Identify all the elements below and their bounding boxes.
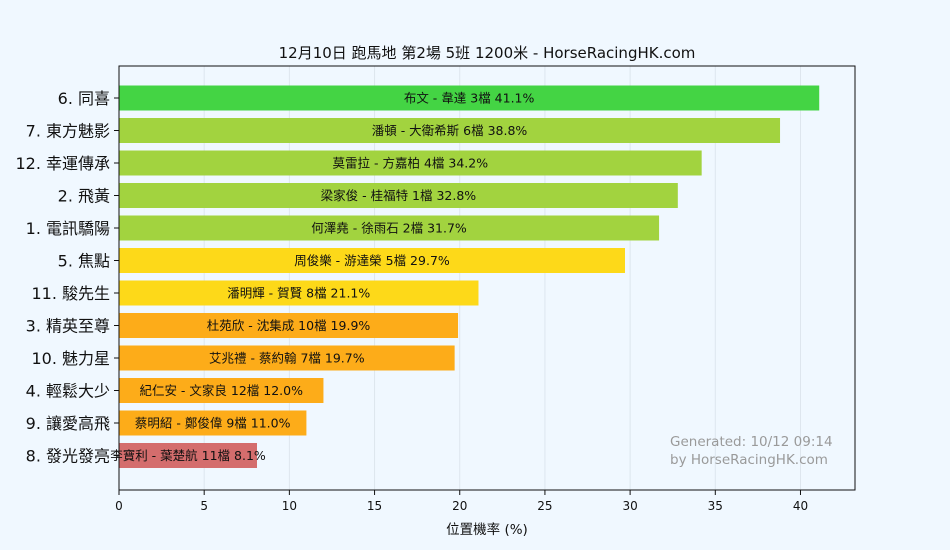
x-axis-ticks: 0 5 10 15 20 25 30 35 40 xyxy=(115,490,808,513)
category-label: 7. 東方魅影 xyxy=(26,122,110,141)
category-label: 4. 輕鬆大少 xyxy=(26,382,110,401)
bar xyxy=(119,150,702,176)
bar-data-label: 何澤堯 - 徐雨石 2檔 31.7% xyxy=(311,221,467,236)
bar xyxy=(119,410,307,436)
bar-data-label: 紀仁安 - 文家良 12檔 12.0% xyxy=(139,383,303,398)
bar-data-label: 布文 - 韋達 3檔 41.1% xyxy=(404,91,535,106)
bar xyxy=(119,345,455,371)
bar xyxy=(119,85,820,111)
watermark-generated: Generated: 10/12 09:14 xyxy=(670,434,833,450)
category-label: 1. 電訊驕陽 xyxy=(26,219,110,238)
bar-data-label: 杜苑欣 - 沈集成 10檔 19.9% xyxy=(207,318,371,333)
x-axis-label: 位置機率 (%) xyxy=(446,521,528,538)
category-label: 8. 發光發亮 xyxy=(26,447,110,466)
watermark-site: by HorseRacingHK.com xyxy=(670,452,828,468)
category-label: 5. 焦點 xyxy=(58,252,110,271)
bar-data-label: 李寶利 - 葉楚航 11檔 8.1% xyxy=(110,448,266,463)
bar-data-label: 莫雷拉 - 方嘉柏 4檔 34.2% xyxy=(333,156,489,171)
category-label: 3. 精英至尊 xyxy=(26,317,110,336)
bar xyxy=(119,280,479,306)
category-label: 11. 駿先生 xyxy=(31,284,110,303)
category-labels: 6. 同喜 7. 東方魅影 12. 幸運傳承 2. 飛黃 1. 電訊驕陽 5. 焦點 11.… xyxy=(15,89,119,466)
category-label: 6. 同喜 xyxy=(58,89,110,108)
category-label: 10. 魅力星 xyxy=(31,349,110,368)
x-tick-label: 30 xyxy=(622,499,637,513)
category-label: 12. 幸運傳承 xyxy=(15,154,110,173)
bar xyxy=(119,443,257,468)
bar xyxy=(119,215,660,241)
x-tick-label: 20 xyxy=(452,499,467,513)
bar-data-label: 潘明輝 - 賀賢 8檔 21.1% xyxy=(227,286,370,301)
x-tick-label: 5 xyxy=(200,499,208,513)
x-tick-label: 15 xyxy=(367,499,382,513)
plot-frame xyxy=(118,65,856,491)
bar-data-label: 梁家俊 - 桂福特 1檔 32.8% xyxy=(321,188,477,203)
bar-data-label: 蔡明紹 - 鄭俊偉 9檔 11.0% xyxy=(135,416,291,431)
x-tick-label: 35 xyxy=(708,499,723,513)
bar xyxy=(119,378,324,403)
x-tick-label: 40 xyxy=(793,499,808,513)
x-tick-label: 25 xyxy=(537,499,552,513)
bar xyxy=(119,118,781,143)
category-label: 9. 讓愛高飛 xyxy=(26,414,110,433)
category-label: 2. 飛黃 xyxy=(58,187,110,206)
bar xyxy=(119,183,678,208)
bar-data-label: 周俊樂 - 游達榮 5檔 29.7% xyxy=(294,253,450,268)
bar-data-label: 潘頓 - 大衛希斯 6檔 38.8% xyxy=(372,123,528,138)
x-tick-label: 0 xyxy=(115,499,123,513)
bar xyxy=(119,313,459,338)
bar xyxy=(119,248,625,273)
bar-data-label: 艾兆禮 - 蔡約翰 7檔 19.7% xyxy=(209,351,365,366)
bars xyxy=(119,85,820,468)
x-tick-label: 10 xyxy=(282,499,297,513)
chart-title: 12月10日 跑馬地 第2場 5班 1200米 - HorseRacingHK.… xyxy=(279,44,696,62)
bar-labels: 布文 - 韋達 3檔 41.1% 潘頓 - 大衛希斯 6檔 38.8% 莫雷拉 - … xyxy=(110,91,534,464)
